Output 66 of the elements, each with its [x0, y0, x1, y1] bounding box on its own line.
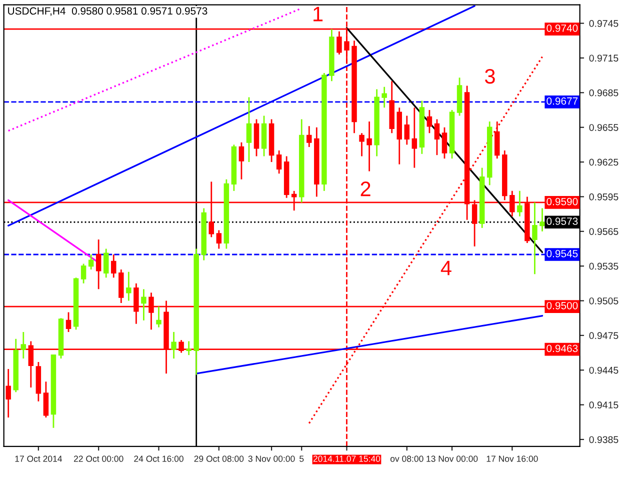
y-tick-label: 0.9595: [589, 193, 618, 200]
candlestick: [186, 340, 192, 356]
annotation: 3: [484, 68, 495, 84]
y-tick-label: 0.9475: [589, 332, 618, 340]
ref-line-label: 0.9677: [546, 97, 578, 105]
y-tick-label: 0.9445: [589, 366, 618, 374]
candlestick: [238, 142, 244, 180]
x-tick-label: 29 Oct 08:00: [194, 456, 244, 462]
candlestick: [426, 109, 432, 134]
y-tick-label: 0.9745: [589, 20, 618, 27]
y-tick-label: 0.9415: [589, 402, 618, 408]
candlestick: [540, 208, 545, 232]
candlestick: [532, 202, 538, 275]
candlestick: [171, 331, 176, 360]
x-tick-label: 13 Nov 00:00: [426, 456, 478, 462]
candlestick: [6, 368, 11, 418]
y-tick-label: 0.9625: [589, 158, 618, 166]
x-tick-label: 2014.11.07 15:40: [313, 456, 380, 462]
candlestick: [359, 132, 364, 157]
chart-title: USDCHF,H4 0.9580 0.9581 0.9571 0.9573: [8, 7, 208, 16]
x-tick-label: 3 Nov 00:00: [248, 456, 295, 462]
ref-line-label: 0.9500: [546, 302, 578, 310]
ref-line-label: 0.9740: [546, 24, 578, 32]
y-tick-label: 0.9535: [589, 262, 618, 270]
candlestick: [412, 106, 418, 168]
candlestick: [442, 126, 448, 160]
candlestick: [246, 96, 252, 163]
candlestick: [434, 118, 440, 156]
candlestick: [366, 120, 372, 172]
y-tick-label: 0.9565: [589, 228, 618, 235]
ref-line-label: 0.9545: [546, 250, 578, 258]
x-tick-label: 5: [300, 456, 304, 462]
y-tick-label: 0.9385: [589, 436, 618, 444]
ref-line-label: 0.9590: [546, 198, 578, 206]
candlestick: [103, 248, 109, 278]
x-tick-label: 22 Oct 00:00: [74, 456, 124, 462]
candlestick: [96, 238, 102, 290]
y-tick-label: 0.9685: [589, 89, 618, 96]
annotation: 4: [440, 260, 452, 276]
y-tick-label: 0.9655: [589, 124, 618, 131]
candlestick: [306, 125, 312, 148]
candlestick: [111, 254, 116, 278]
x-tick-label: 24 Oct 16:00: [134, 456, 184, 462]
candlestick: [216, 230, 222, 250]
candlestick: [80, 263, 86, 284]
x-tick-label: 17 Oct 2014: [15, 456, 62, 462]
candlestick: [126, 271, 132, 302]
candlestick: [276, 150, 282, 174]
candlestick: [43, 380, 49, 418]
y-tick-label: 0.9505: [589, 297, 618, 304]
ref-line-label: 0.9463: [546, 344, 578, 352]
ref-line-label: 0.9573: [546, 218, 578, 225]
candlestick: [382, 86, 387, 108]
annotation: 1: [314, 6, 323, 22]
candlestick: [404, 115, 410, 146]
candlestick: [66, 312, 72, 333]
candlestick: [141, 288, 146, 322]
y-tick-label: 0.9715: [589, 54, 618, 62]
candlestick: [156, 306, 162, 328]
candlestick: [88, 254, 94, 270]
annotation: 2: [360, 182, 370, 196]
x-tick-label: 17 Nov 16:00: [486, 456, 538, 462]
candlestick: [20, 331, 26, 360]
candlestick: [494, 120, 500, 160]
candlestick: [517, 190, 522, 218]
x-tick-label: ov 08:00: [390, 456, 424, 462]
